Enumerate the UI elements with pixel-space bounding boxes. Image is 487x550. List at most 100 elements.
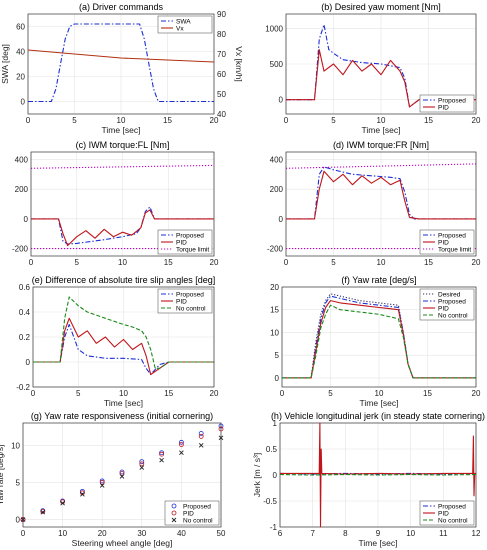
y-tick-label: 0.5	[266, 445, 278, 454]
legend-label: No control	[438, 312, 468, 319]
x-tick-label: 15	[423, 389, 432, 398]
y-tick-label: 10	[11, 441, 20, 450]
legend-label: Proposed	[438, 503, 466, 510]
x-tick-label: 20	[210, 116, 219, 125]
data-point	[159, 450, 165, 456]
x-tick-label: 20	[472, 389, 481, 398]
y-tick-label: 400	[270, 155, 284, 164]
legend-box	[157, 15, 213, 34]
data-point	[119, 474, 125, 479]
x-axis-label: Time [sec]	[102, 125, 141, 135]
series-line	[33, 296, 214, 369]
x-tick-label: 5	[72, 116, 77, 125]
x-tick-label: 0	[31, 389, 36, 398]
data-point	[178, 439, 184, 445]
panel-c: (c) IWM torque:FL [Nm]0 5 10 15 20-200020040…	[12, 140, 219, 267]
legend-label: Proposed	[438, 232, 466, 239]
x-tick-label: 15	[164, 389, 173, 398]
y-tick-label: 1	[273, 419, 278, 428]
plot-area	[285, 13, 477, 115]
x-tick-label: 10	[117, 116, 126, 125]
y-right-tick-label: 60	[217, 70, 226, 79]
y-right-axis-label: Vx [km/h]	[234, 46, 244, 81]
x-tick-label: 0	[280, 389, 285, 398]
legend-label: No control	[183, 517, 213, 524]
data-point	[60, 500, 65, 506]
x-tick-label: 9	[376, 529, 381, 538]
panel-title: (b) Desired yaw moment [Nm]	[321, 2, 441, 12]
x-axis-label: Time [sec]	[359, 538, 398, 548]
y-tick-label: 0	[275, 374, 280, 383]
data-point	[40, 508, 46, 514]
series-line	[286, 24, 476, 108]
legend-label: Desired	[438, 291, 461, 298]
plot-area	[281, 286, 477, 388]
data-point	[198, 430, 204, 436]
x-tick-label: 10	[58, 529, 67, 538]
data-point	[159, 451, 165, 457]
x-tick-label: 15	[164, 258, 173, 267]
x-axis-label: Steering wheel angle [deg]	[72, 538, 173, 548]
data-point	[139, 459, 145, 465]
data-point	[198, 433, 204, 439]
x-tick-label: 5	[75, 258, 80, 267]
y-tick-label: 60	[16, 23, 25, 32]
legend-label: PID	[176, 239, 187, 246]
panel-title: (f) Yaw rate [deg/s]	[341, 275, 416, 285]
panel-g: (g) Yaw rate responsiveness (initial cor…	[0, 411, 226, 548]
x-axis-label: Time [sec]	[362, 125, 401, 135]
x-tick-label: 11	[439, 529, 448, 538]
legend-swatch	[171, 510, 177, 516]
series-line	[28, 23, 214, 103]
y-tick-label: 0	[279, 96, 284, 105]
legend-label: No control	[438, 517, 468, 524]
y-tick-label: 200	[15, 185, 29, 194]
y-tick-label: 20	[16, 73, 25, 82]
x-tick-label: 20	[210, 258, 219, 267]
x-tick-label: 0	[284, 116, 289, 125]
legend-label: PID	[438, 239, 449, 246]
legend-label: Proposed	[183, 503, 211, 510]
x-tick-label: 20	[98, 529, 107, 538]
x-axis-label: Time [sec]	[104, 398, 143, 408]
data-point	[119, 471, 125, 476]
series-line	[27, 49, 215, 63]
x-axis-label: Time [sec]	[360, 398, 399, 408]
y-tick-label: 20	[270, 283, 279, 292]
x-tick-label: 5	[76, 389, 81, 398]
panel-h: (h) Vehicle longitudinal jerk (in steady…	[252, 411, 485, 548]
series-line	[33, 317, 214, 376]
x-tick-label: 15	[424, 258, 433, 267]
y-tick-label: -0.2	[16, 383, 30, 392]
series-line	[282, 304, 476, 379]
y-tick-label: 1000	[265, 24, 283, 33]
y-right-tick-label: 40	[217, 110, 226, 119]
y-axis-label: Jerk [m / s³]	[252, 453, 262, 497]
x-tick-label: 8	[343, 529, 348, 538]
legend-label: Torque limit	[438, 246, 471, 253]
y-tick-label: 5	[16, 478, 21, 487]
x-tick-label: 30	[137, 529, 146, 538]
legend-swatch	[171, 503, 177, 509]
legend-swatch	[171, 517, 177, 523]
y-tick-label: -200	[12, 245, 29, 254]
legend-box	[419, 94, 475, 113]
data-point	[218, 426, 224, 432]
y-right-tick-label: 70	[217, 50, 226, 59]
x-tick-label: 20	[210, 389, 219, 398]
data-point	[99, 480, 105, 485]
x-tick-label: 10	[406, 529, 415, 538]
legend-label: No control	[176, 305, 206, 312]
y-tick-label: -200	[267, 245, 284, 254]
series-line	[31, 209, 214, 247]
x-tick-label: 0	[26, 116, 31, 125]
x-tick-label: 6	[278, 529, 283, 538]
data-point	[80, 488, 85, 494]
legend-label: PID	[438, 510, 449, 517]
series-line	[280, 422, 476, 528]
x-tick-label: 5	[328, 389, 333, 398]
